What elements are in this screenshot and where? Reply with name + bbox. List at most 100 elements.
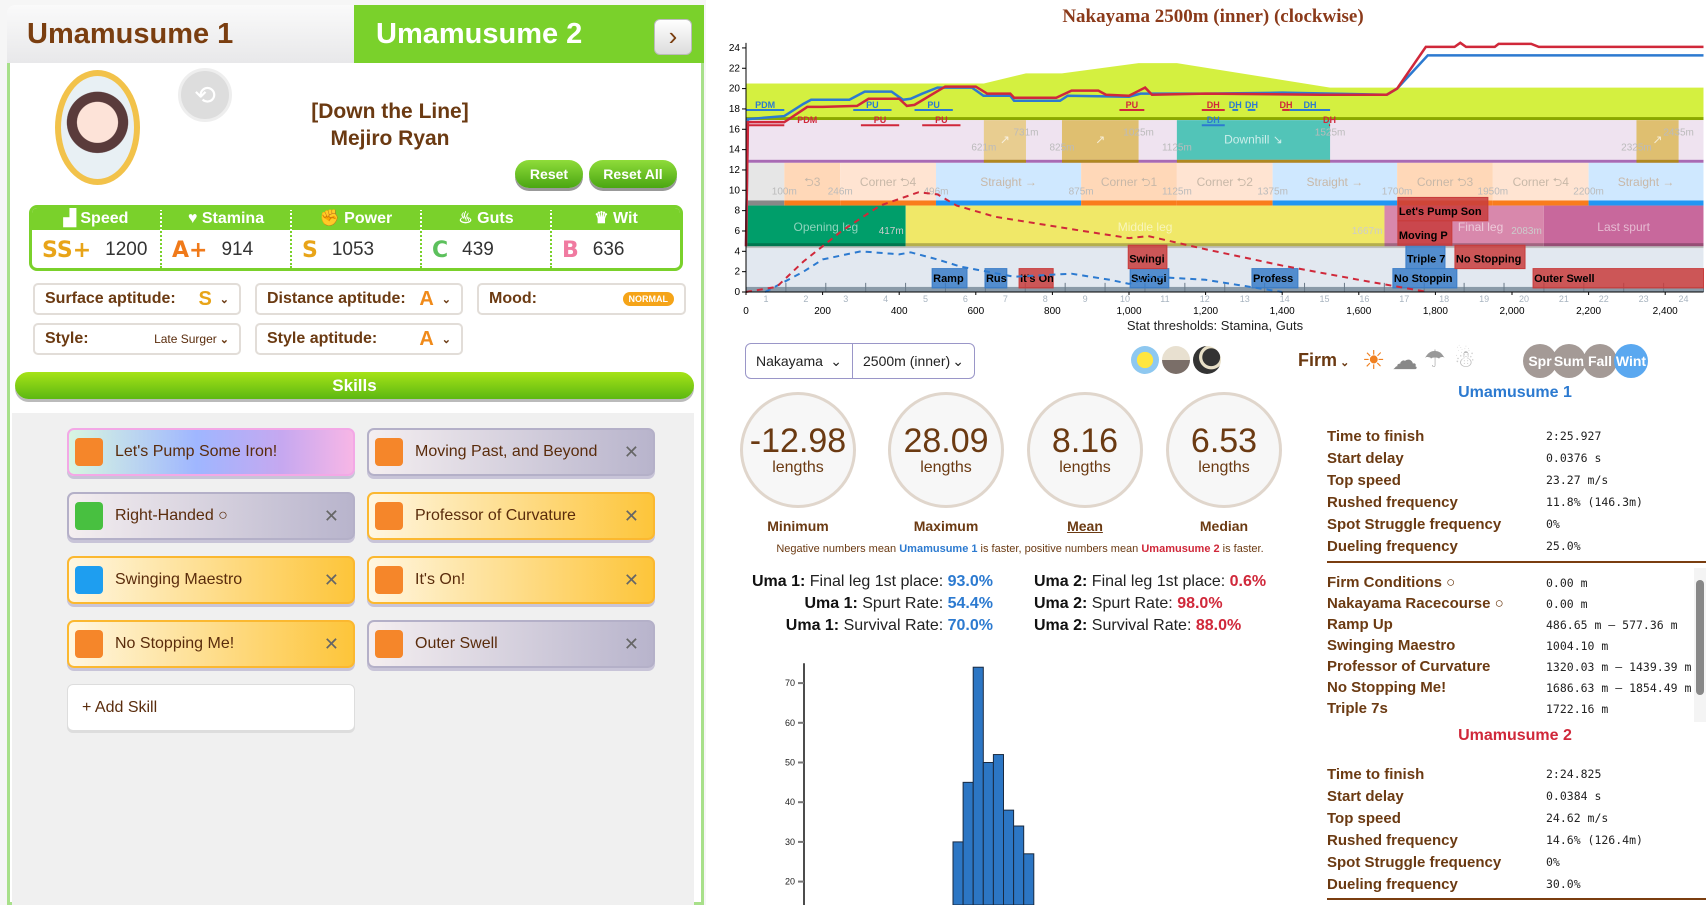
who: Uma 1: xyxy=(751,573,806,590)
next-arrow-button[interactable]: › xyxy=(654,19,692,55)
skill-card[interactable]: Moving Past, and Beyond ✕ xyxy=(367,428,655,476)
skill-icon xyxy=(375,630,403,658)
section-number: 12 xyxy=(1200,294,1210,304)
track-select[interactable]: Nakayama ⌄ xyxy=(746,344,853,378)
minimum-label[interactable]: Minimum xyxy=(767,518,829,534)
skill-marker-label: DH xyxy=(1207,100,1220,110)
remove-skill-icon[interactable]: ✕ xyxy=(623,633,639,654)
scrollbar-thumb[interactable] xyxy=(1696,580,1704,695)
skill-card[interactable]: Professor of Curvature ✕ xyxy=(367,492,655,540)
remove-skill-icon[interactable]: ✕ xyxy=(623,569,639,590)
y-tick-label: 24 xyxy=(729,43,741,54)
skill-card[interactable]: No Stopping Me! ✕ xyxy=(67,620,355,668)
median-value: 6.53 xyxy=(1190,422,1258,460)
stat-value-input[interactable]: 1053 xyxy=(331,239,375,260)
stat-label: Wit xyxy=(613,210,638,227)
y-tick-label: 8 xyxy=(734,206,740,217)
add-skill-button[interactable]: + Add Skill xyxy=(67,684,355,731)
track-section-label: Corner ⮌4 xyxy=(860,175,917,189)
reset-button[interactable]: Reset xyxy=(515,160,583,188)
snowy-weather-icon[interactable]: ☃ xyxy=(1454,346,1476,373)
tab-umamusume-2[interactable]: Umamusume 2 xyxy=(354,5,704,63)
remove-skill-icon[interactable]: ✕ xyxy=(323,633,339,654)
tab-umamusume-1[interactable]: Umamusume 1 xyxy=(7,5,354,63)
row-label: Ramp Up xyxy=(1327,616,1393,633)
row-value: 0% xyxy=(1546,517,1560,531)
mood-badge: NORMAL xyxy=(622,292,674,306)
reset-all-button[interactable]: Reset All xyxy=(589,160,677,188)
table-row: Start delay 0.0376 s xyxy=(1327,447,1697,469)
skill-card[interactable]: Swinging Maestro ✕ xyxy=(67,556,355,604)
skill-card[interactable]: Right-Handed ○ ✕ xyxy=(67,492,355,540)
stat-value-input[interactable]: 439 xyxy=(462,239,494,260)
mood-select[interactable]: Mood: NORMAL xyxy=(477,283,686,315)
scrollbar[interactable] xyxy=(1694,568,1706,722)
distance-aptitude-select[interactable]: Distance aptitude: A ⌄ xyxy=(255,283,463,315)
y-tick-label: 16 xyxy=(729,124,741,135)
stat-value-input[interactable]: 1200 xyxy=(105,239,148,260)
remove-skill-icon[interactable]: ✕ xyxy=(323,505,339,526)
distance-select[interactable]: 2500m (inner) ⌄ xyxy=(853,344,974,378)
swap-character-icon[interactable]: ⟲ xyxy=(178,68,232,122)
arm-icon: ✊ xyxy=(319,210,340,227)
remove-skill-icon[interactable]: ✕ xyxy=(323,569,339,590)
skill-box-rect xyxy=(1018,268,1054,289)
row-value: 0.00 m xyxy=(1546,596,1588,611)
track-section-label: Corner ⮌4 xyxy=(1513,175,1570,189)
ground-condition-select[interactable]: Firm ⌄ xyxy=(1298,350,1349,371)
label: Style: xyxy=(45,330,89,347)
row-label: Dueling frequency xyxy=(1327,875,1458,893)
maximum-label[interactable]: Maximum xyxy=(913,518,979,534)
x-tick-label: 1,400 xyxy=(1270,306,1295,317)
table-row: Nakayama Racecourse ○ 0.00 m xyxy=(1327,593,1697,614)
season-fall[interactable]: Fall xyxy=(1583,344,1617,378)
course-selector: Nakayama ⌄ 2500m (inner) ⌄ xyxy=(745,343,975,379)
median-label[interactable]: Median xyxy=(1199,518,1249,534)
surface-grade: S xyxy=(198,287,212,310)
remove-skill-icon[interactable]: ✕ xyxy=(623,505,639,526)
stats-table: ▟ Speed SS+ 1200 ♥ Stamina A+ 914 ✊ Power S 10… xyxy=(29,205,683,271)
uma1-skill-activation-list[interactable]: Firm Conditions ○ 0.00 m Nakayama Racecour… xyxy=(1327,568,1697,722)
slope-segment xyxy=(1061,120,1139,160)
histogram-bar xyxy=(1003,809,1015,905)
table-row: Ramp Up 486.65 m – 577.36 m xyxy=(1327,614,1697,635)
remove-skill-icon[interactable]: ✕ xyxy=(623,441,639,462)
stat-value-input[interactable]: 636 xyxy=(592,239,625,260)
stat-value-input[interactable]: 914 xyxy=(221,239,254,260)
evening-icon[interactable] xyxy=(1162,346,1190,374)
row-value: 11.8% (146.3m) xyxy=(1546,495,1643,509)
skill-card[interactable]: Outer Swell ✕ xyxy=(367,620,655,668)
skill-marker-label: PU xyxy=(927,100,940,110)
mean-label[interactable]: Mean xyxy=(1067,518,1103,534)
rainy-weather-icon[interactable]: ☂ xyxy=(1424,346,1446,373)
style-select[interactable]: Style: Late Surger ⌄ xyxy=(33,323,241,355)
cloudy-weather-icon[interactable]: ☁ xyxy=(1392,345,1418,375)
skill-card[interactable]: Let's Pump Some Iron! xyxy=(67,428,355,476)
slope-distance-mark: 1525m xyxy=(1315,127,1346,138)
grade-badge: SS+ xyxy=(42,237,92,263)
skill-box-rect xyxy=(1127,244,1168,270)
season-winter[interactable]: Wint xyxy=(1614,344,1648,378)
row-value: 1320.03 m – 1439.39 m xyxy=(1546,659,1692,674)
skill-box-label: Ramp xyxy=(933,273,964,285)
surface-aptitude-select[interactable]: Surface aptitude: S ⌄ xyxy=(33,283,241,315)
hp-line xyxy=(745,191,1428,293)
character-avatar[interactable] xyxy=(55,70,140,185)
skill-activation-box: It's On xyxy=(1018,268,1054,289)
y-tick-label: 60 xyxy=(785,718,795,728)
season-summer[interactable]: Sum xyxy=(1552,344,1586,378)
note-uma2: Umamusume 2 xyxy=(1141,543,1220,555)
skill-card[interactable]: It's On! ✕ xyxy=(367,556,655,604)
histogram-chart: 20 30 40 50 60 70 xyxy=(785,663,1035,905)
daytime-icon[interactable] xyxy=(1131,346,1159,374)
skill-box-label: Triple 7 xyxy=(1407,254,1446,266)
night-moon-icon[interactable] xyxy=(1193,346,1221,374)
label: Survival Rate: xyxy=(839,617,948,634)
skill-marker-label: DH xyxy=(1323,115,1336,125)
skill-marker-label: DH xyxy=(1245,100,1258,110)
skill-marker-label: PU xyxy=(935,115,948,125)
section-distance-mark: 1375m xyxy=(1257,186,1288,197)
sunny-weather-icon[interactable]: ☀ xyxy=(1362,345,1386,375)
style-aptitude-select[interactable]: Style aptitude: A ⌄ xyxy=(255,323,463,355)
season-spring[interactable]: Spr xyxy=(1523,344,1557,378)
